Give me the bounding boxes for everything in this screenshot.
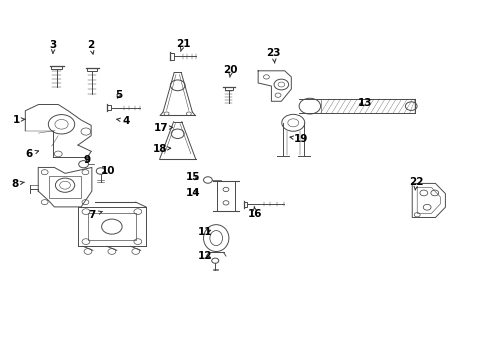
Bar <box>170 53 174 59</box>
Text: 11: 11 <box>198 227 212 237</box>
Text: 12: 12 <box>198 251 212 261</box>
Text: 14: 14 <box>185 188 200 198</box>
Text: 18: 18 <box>152 144 170 154</box>
Text: 19: 19 <box>289 134 307 144</box>
Text: 3: 3 <box>50 40 57 53</box>
Text: 17: 17 <box>154 123 172 133</box>
Text: 10: 10 <box>101 166 115 176</box>
Text: 13: 13 <box>357 98 372 108</box>
Text: 4: 4 <box>117 116 130 126</box>
Bar <box>216 181 235 211</box>
Text: 2: 2 <box>87 40 94 54</box>
Text: 9: 9 <box>84 155 91 165</box>
Text: 20: 20 <box>223 64 238 77</box>
Bar <box>51 66 62 69</box>
Text: 21: 21 <box>176 39 190 51</box>
Bar <box>87 68 97 71</box>
Text: 8: 8 <box>12 179 24 189</box>
Bar <box>88 213 136 240</box>
Text: 5: 5 <box>115 90 122 100</box>
Bar <box>224 87 233 90</box>
Text: 15: 15 <box>185 172 200 183</box>
Text: 1: 1 <box>13 115 25 125</box>
Text: 23: 23 <box>266 48 281 63</box>
Bar <box>243 202 246 207</box>
Text: 6: 6 <box>25 149 39 159</box>
Bar <box>49 176 81 198</box>
Text: 16: 16 <box>247 206 262 219</box>
Text: 7: 7 <box>88 210 102 220</box>
Bar <box>107 105 110 111</box>
Text: 22: 22 <box>408 177 423 190</box>
